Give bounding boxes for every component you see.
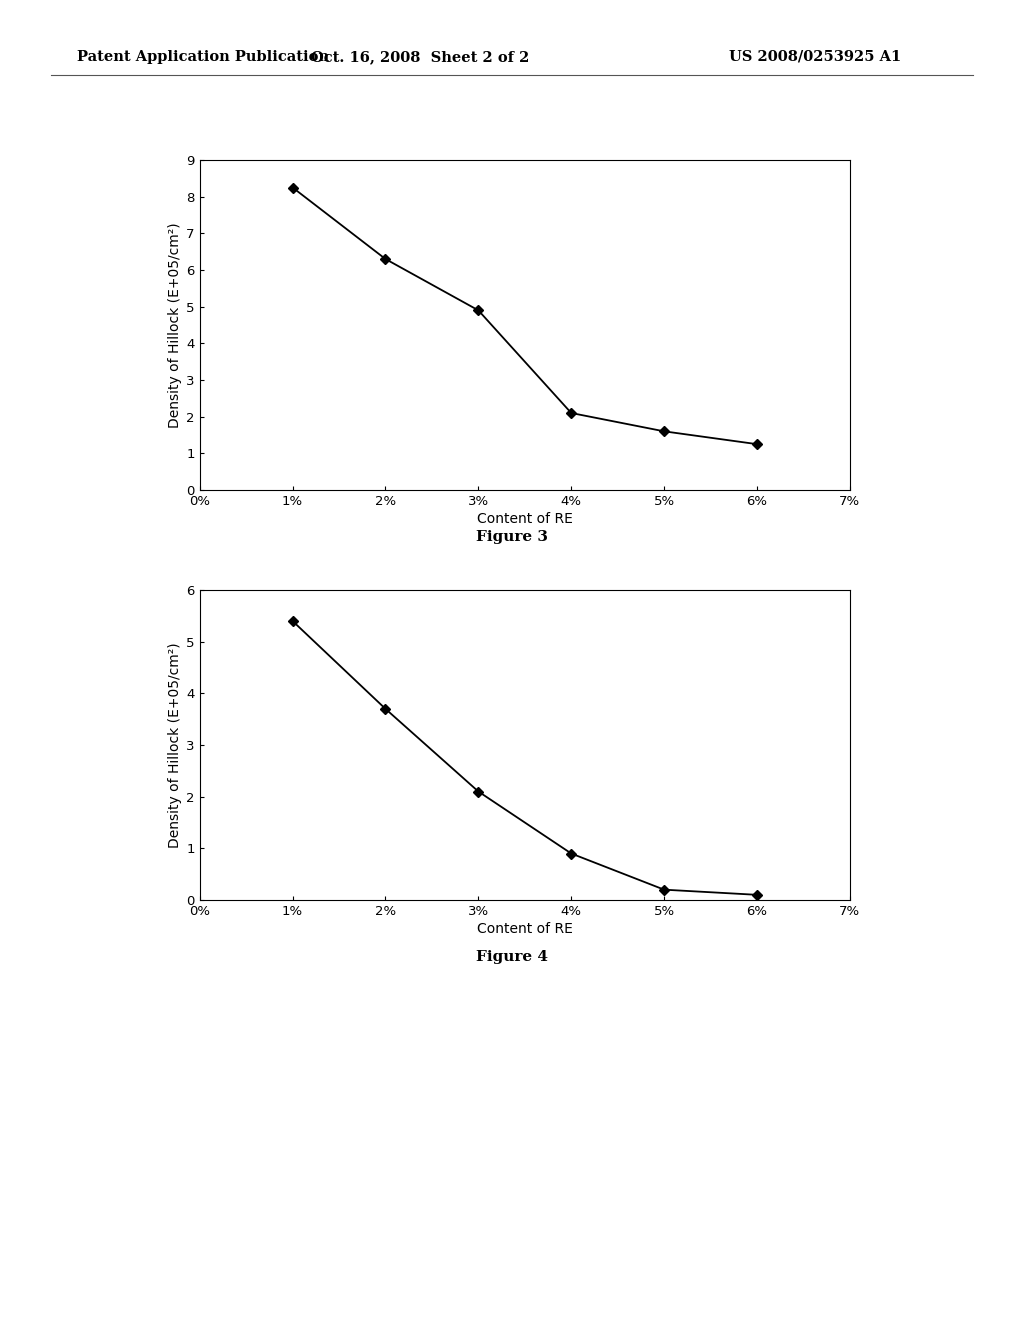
Y-axis label: Density of Hillock (E+05/cm²): Density of Hillock (E+05/cm²) <box>168 643 182 847</box>
X-axis label: Content of RE: Content of RE <box>477 923 572 936</box>
Text: Patent Application Publication: Patent Application Publication <box>77 50 329 63</box>
Text: Figure 3: Figure 3 <box>476 531 548 544</box>
X-axis label: Content of RE: Content of RE <box>477 512 572 527</box>
Text: Figure 4: Figure 4 <box>476 950 548 964</box>
Y-axis label: Density of Hillock (E+05/cm²): Density of Hillock (E+05/cm²) <box>168 222 182 428</box>
Text: Oct. 16, 2008  Sheet 2 of 2: Oct. 16, 2008 Sheet 2 of 2 <box>310 50 529 63</box>
Text: US 2008/0253925 A1: US 2008/0253925 A1 <box>729 50 901 63</box>
